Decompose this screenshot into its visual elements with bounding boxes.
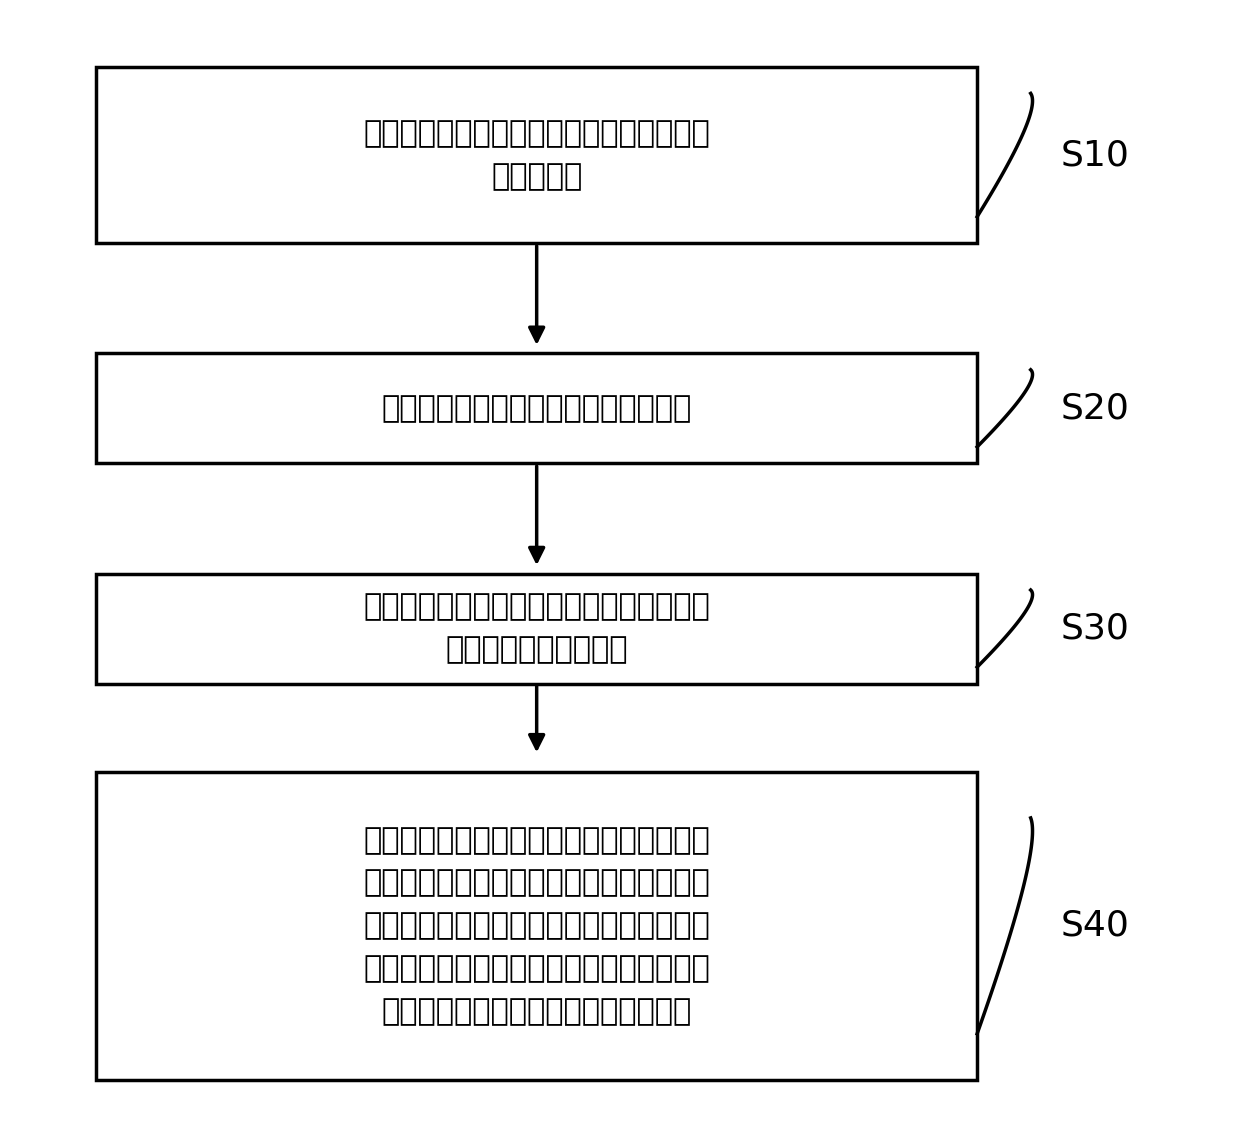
Text: 接收到空气净化指令后，控制所述负离子净
化装置运行: 接收到空气净化指令后，控制所述负离子净 化装置运行 xyxy=(363,119,711,190)
Bar xyxy=(97,67,977,243)
Bar xyxy=(97,772,977,1080)
Text: S40: S40 xyxy=(1060,908,1130,943)
Text: S10: S10 xyxy=(1060,138,1130,172)
Text: 检测所述负离子净化装置是否存在故障: 检测所述负离子净化装置是否存在故障 xyxy=(382,393,692,423)
Bar xyxy=(97,353,977,463)
Text: S30: S30 xyxy=(1060,611,1130,646)
Text: S20: S20 xyxy=(1060,391,1130,426)
Text: 间隔预设时间间隔后，返回执行所述控制所
述负离子净化装置运行的步骤，其中，当返
回执行所述控制所述负离子净化装置运行的
执行次数大于预设阈值时，停止返回执行所
: 间隔预设时间间隔后，返回执行所述控制所 述负离子净化装置运行的步骤，其中，当返 … xyxy=(363,826,711,1025)
Text: 当所述负离子净化装置存在故障时，停止运
行所述负离子净化装置: 当所述负离子净化装置存在故障时，停止运 行所述负离子净化装置 xyxy=(363,593,711,664)
Bar xyxy=(97,574,977,684)
